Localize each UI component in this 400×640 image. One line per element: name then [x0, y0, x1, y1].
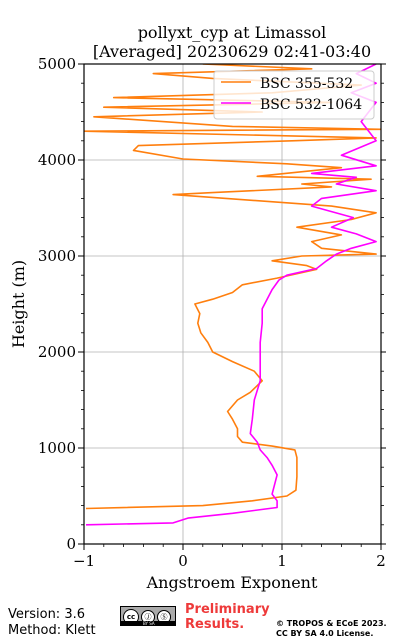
legend-box [213, 70, 375, 120]
plot-frame [83, 63, 382, 545]
x-axis-label: Angstroem Exponent [146, 573, 318, 592]
version-text: Version: 3.6 [8, 607, 85, 622]
series-line-bsc-532-1064 [85, 64, 377, 526]
series-line-bsc-355-532 [84, 64, 381, 510]
x-tick-label: 0 [178, 552, 188, 570]
y-tick-label: 5000 [38, 55, 76, 73]
method-text: Method: Klett [8, 623, 96, 638]
cc-badge-caption: BY SA [143, 621, 155, 626]
chart-title-line1: pollyxt_cyp at Limassol [138, 23, 327, 42]
x-tick-label: 2 [376, 552, 386, 570]
legend-label-bsc-355-532: BSC 355-532 [260, 76, 353, 92]
angstroem-profile-chart: pollyxt_cyp at Limassol [Averaged] 20230… [9, 23, 386, 592]
cc-license-badge: cc Ⓙ Ⓢ BY SA [120, 606, 176, 626]
preliminary-line1: Preliminary [185, 602, 270, 617]
cc-badge-strip [121, 621, 175, 625]
y-tick-label: 2000 [38, 343, 76, 361]
chart-title-line2: [Averaged] 20230629 02:41-03:40 [93, 42, 371, 61]
legend-label-bsc-532-1064: BSC 532-1064 [260, 97, 362, 113]
y-axis-label: Height (m) [9, 260, 28, 348]
preliminary-notice: Preliminary Results. [185, 602, 285, 632]
series-layer [84, 64, 381, 526]
y-tick-label: 0 [66, 535, 76, 553]
y-tick-label: 1000 [38, 439, 76, 457]
copyright-line1: © TROPOS & ECoE 2023. [276, 619, 387, 628]
y-tick-label: 3000 [38, 247, 76, 265]
copyright-notice: © TROPOS & ECoE 2023. CC BY SA 4.0 Licen… [276, 619, 387, 639]
preliminary-line2: Results. [185, 617, 245, 632]
x-tick-label: 1 [277, 552, 287, 570]
legend: BSC 355-532 BSC 532-1064 [213, 70, 375, 120]
x-tick-label: −1 [73, 552, 95, 570]
y-tick-label: 4000 [38, 151, 76, 169]
grid-lines [84, 64, 381, 544]
copyright-line2: CC BY SA 4.0 License. [276, 629, 374, 638]
